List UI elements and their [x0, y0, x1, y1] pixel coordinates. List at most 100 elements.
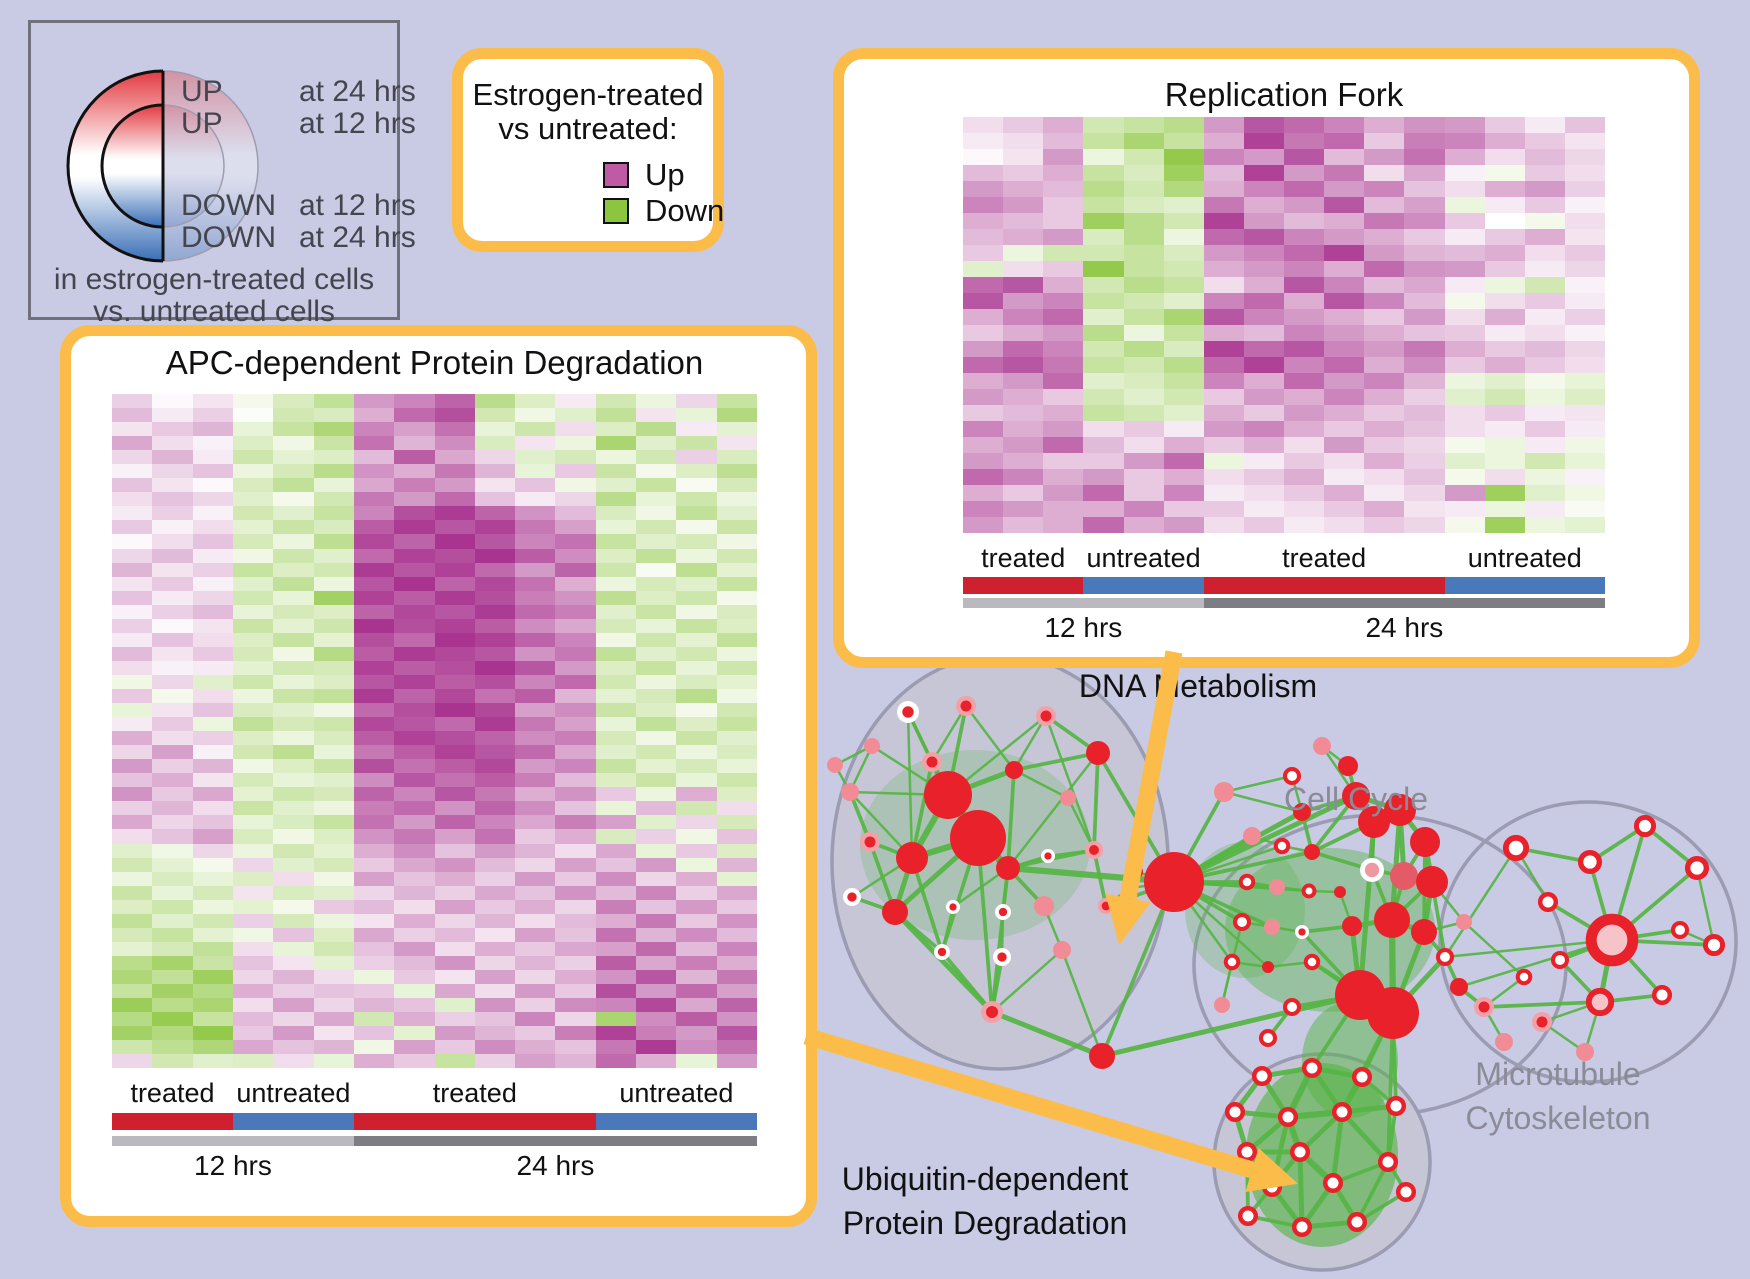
network-edge: [1044, 715, 1096, 851]
heatmap-cell: [1364, 197, 1405, 213]
heatmap-cell: [474, 941, 516, 956]
gene-node-ringwhite: [1395, 1181, 1417, 1203]
heatmap-cell: [515, 969, 556, 984]
heatmap-cell: [152, 731, 193, 746]
gene-node-ringwhite: [1670, 920, 1690, 940]
heatmap-cell: [1083, 469, 1124, 485]
network-edge: [944, 792, 982, 841]
heatmap-cell: [232, 576, 274, 591]
heatmap-cell: [636, 759, 677, 774]
edge-density-halo: [1302, 1002, 1398, 1118]
heatmap-cell: [192, 464, 233, 479]
heatmap-cell: [273, 464, 314, 479]
heatmap-cell: [555, 478, 596, 493]
heatmap-cell: [313, 646, 354, 661]
heatmap-row: [963, 453, 1605, 469]
heatmap-cell: [515, 436, 556, 451]
heatmap-cell: [555, 801, 596, 816]
heatmap-cell: [1404, 405, 1445, 421]
heatmap-cell: [636, 731, 677, 746]
heatmap-cell: [1324, 165, 1365, 181]
network-edge: [1541, 1020, 1586, 1054]
heatmap-cell: [1203, 373, 1244, 389]
heatmap-cell: [595, 604, 637, 619]
heatmap-cell: [1444, 261, 1485, 277]
heatmap-cell: [1324, 501, 1365, 517]
gene-node-solid: [1005, 761, 1023, 779]
heatmap-cell: [515, 520, 556, 535]
heatmap-cell: [1203, 149, 1244, 165]
heatmap-cell: [1404, 453, 1445, 469]
heatmap-row: [112, 955, 757, 970]
heatmap-cell: [434, 885, 475, 900]
heatmap-cell: [716, 632, 757, 647]
heatmap-cell: [434, 801, 475, 816]
gene-node-solid: [1411, 919, 1437, 945]
heatmap-cell: [1364, 213, 1405, 229]
heatmap-cell: [676, 576, 717, 591]
heatmap-cell: [273, 506, 314, 521]
gene-node-ringwhite: [1282, 997, 1302, 1017]
heatmap-cell: [1203, 421, 1244, 437]
gene-node-whitering: [1122, 880, 1138, 896]
heatmap-cell: [474, 604, 516, 619]
apc-heatmap-grid: [112, 394, 757, 1069]
heatmap-cell: [192, 969, 233, 984]
heatmap-cell: [1324, 181, 1365, 197]
network-edge: [1298, 1110, 1344, 1154]
heatmap-cell: [232, 450, 274, 465]
network-edge: [893, 910, 994, 1014]
heatmap-cell: [474, 478, 516, 493]
heatmap-cell: [112, 773, 153, 788]
heatmap-cell: [595, 562, 637, 577]
network-edge: [1047, 848, 1095, 858]
network-edge: [1386, 1012, 1395, 1163]
heatmap-cell: [555, 745, 596, 760]
heatmap-cell: [394, 436, 435, 451]
heatmap-cell: [1364, 181, 1405, 197]
heatmap-cell: [112, 1026, 153, 1041]
heatmap-cell: [232, 941, 274, 956]
heatmap-cell: [676, 913, 717, 928]
network-edge: [1173, 880, 1278, 889]
network-edge: [1611, 938, 1715, 947]
heatmap-cell: [515, 955, 556, 970]
heatmap-cell: [515, 632, 556, 647]
network-edge: [1308, 889, 1341, 894]
heatmap-cell: [273, 590, 314, 605]
heatmap-cell: [1083, 453, 1124, 469]
heatmap-row: [963, 245, 1605, 261]
network-edge: [834, 744, 873, 767]
network-edge: [1458, 938, 1613, 989]
heatmap-cell: [474, 731, 516, 746]
heatmap-cell: [555, 660, 596, 675]
heatmap-cell: [555, 899, 596, 914]
heatmap-cell: [1364, 469, 1405, 485]
heatmap-cell: [232, 955, 274, 970]
heatmap-cell: [555, 436, 596, 451]
heatmap-cell: [112, 394, 153, 409]
heatmap-cell: [394, 562, 435, 577]
heatmap-cell: [1404, 309, 1445, 325]
heatmap-cell: [434, 913, 475, 928]
heatmap-cell: [192, 885, 233, 900]
heatmap-cell: [273, 801, 314, 816]
heatmap-cell: [595, 394, 637, 409]
heatmap-cell: [394, 941, 435, 956]
heatmap-cell: [152, 969, 193, 984]
heatmap-cell: [1364, 357, 1405, 373]
heatmap-cell: [1123, 501, 1164, 517]
heatmap-cell: [1444, 309, 1485, 325]
heatmap-cell: [716, 548, 757, 563]
heatmap-cell: [1324, 389, 1365, 405]
edge-density-halo: [1225, 848, 1435, 1012]
heatmap-cell: [152, 1054, 193, 1069]
cluster-label-ubiquitin-dependent-protein-degradation: Protein Degradation: [843, 1205, 1128, 1241]
heatmap-cell: [232, 717, 274, 732]
heatmap-cell: [1003, 133, 1044, 149]
heatmap-cell: [515, 618, 556, 633]
heatmap-cell: [394, 927, 435, 942]
heatmap-cell: [1364, 437, 1405, 453]
heatmap-cell: [112, 520, 153, 535]
network-edge: [1245, 1151, 1250, 1217]
